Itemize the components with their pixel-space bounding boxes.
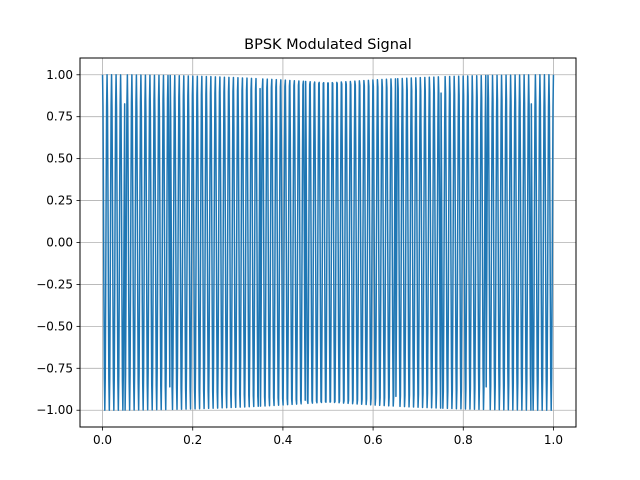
x-tick-label: 0.4 bbox=[273, 433, 292, 447]
y-tick-label: 0.50 bbox=[46, 152, 73, 166]
y-tick-label: −0.75 bbox=[36, 361, 73, 375]
x-tick-label: 0.6 bbox=[364, 433, 383, 447]
x-axis: 0.0 0.2 0.4 0.6 0.8 1.0 bbox=[93, 427, 563, 447]
signal-line bbox=[101, 74, 555, 411]
y-tick-label: −1.00 bbox=[36, 403, 73, 417]
y-axis: 1.00 0.75 0.50 0.25 0.00 −0.25 −0.50 −0.75 −1.00 bbox=[36, 68, 80, 417]
x-tick-label: 0.2 bbox=[183, 433, 202, 447]
y-tick-label: −0.25 bbox=[36, 277, 73, 291]
y-tick-label: 0.25 bbox=[46, 194, 73, 208]
y-tick-label: 0.00 bbox=[46, 236, 73, 250]
x-tick-label: 0.8 bbox=[454, 433, 473, 447]
x-tick-label: 0.0 bbox=[93, 433, 112, 447]
series-layer bbox=[101, 74, 555, 411]
y-tick-label: −0.50 bbox=[36, 319, 73, 333]
chart-title: BPSK Modulated Signal bbox=[244, 37, 412, 53]
x-tick-label: 1.0 bbox=[544, 433, 563, 447]
y-tick-label: 1.00 bbox=[46, 68, 73, 82]
y-tick-label: 0.75 bbox=[46, 110, 73, 124]
